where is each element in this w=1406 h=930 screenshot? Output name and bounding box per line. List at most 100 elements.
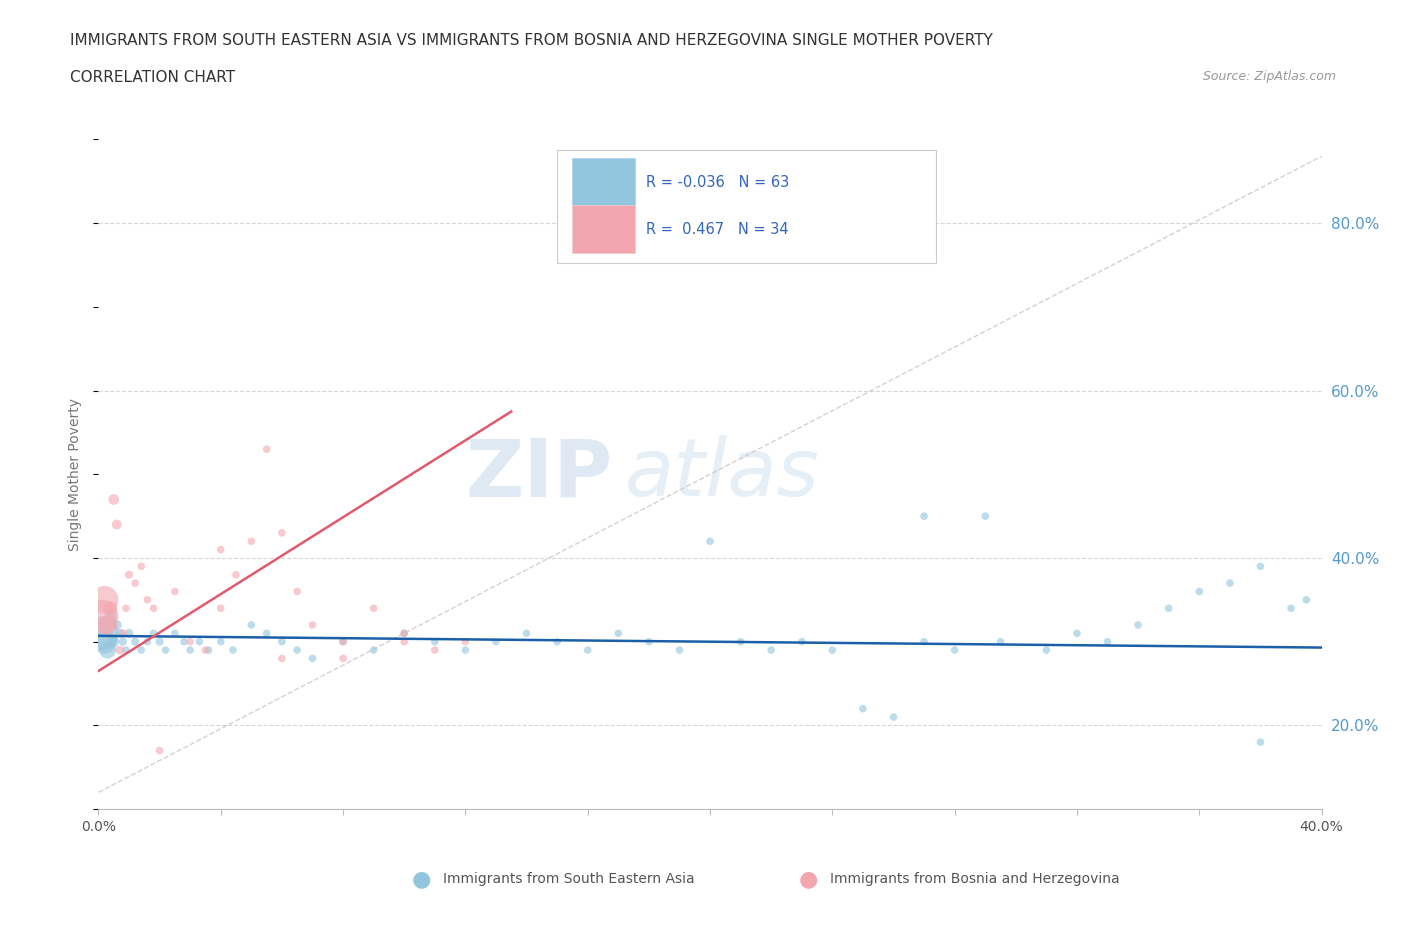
Text: ZIP: ZIP <box>465 435 612 513</box>
FancyBboxPatch shape <box>572 158 636 206</box>
Point <box>883 710 905 724</box>
Point <box>194 643 217 658</box>
Point <box>1128 618 1150 632</box>
Text: R = -0.036   N = 63: R = -0.036 N = 63 <box>647 175 790 190</box>
Text: ●: ● <box>412 869 432 889</box>
Point <box>576 643 599 658</box>
Point <box>240 618 263 632</box>
Point <box>301 651 323 666</box>
Point <box>100 609 122 624</box>
Point <box>1295 592 1317 607</box>
Point <box>111 626 134 641</box>
Point <box>149 634 172 649</box>
Point <box>1279 601 1302 616</box>
Point <box>852 701 875 716</box>
Point <box>943 643 966 658</box>
Point <box>759 643 782 658</box>
Point <box>163 626 186 641</box>
Point <box>105 517 128 532</box>
Point <box>155 643 177 658</box>
Point <box>118 626 141 641</box>
Point <box>392 634 416 649</box>
Point <box>93 592 115 607</box>
Point <box>392 626 416 641</box>
Point <box>607 626 630 641</box>
Point <box>974 509 997 524</box>
Point <box>912 634 935 649</box>
Point <box>423 634 446 649</box>
Point <box>668 643 690 658</box>
Point <box>392 626 416 641</box>
Point <box>1066 626 1088 641</box>
Point <box>301 618 323 632</box>
Point <box>118 567 141 582</box>
Point <box>363 601 385 616</box>
Point <box>699 534 721 549</box>
Text: CORRELATION CHART: CORRELATION CHART <box>70 70 235 85</box>
Point <box>1249 735 1271 750</box>
Point <box>124 576 146 591</box>
Point <box>105 618 128 632</box>
Point <box>90 626 112 641</box>
Point <box>108 643 131 658</box>
Point <box>115 601 138 616</box>
Point <box>225 567 247 582</box>
Point <box>136 634 159 649</box>
Point <box>129 643 152 658</box>
Point <box>179 643 201 658</box>
Point <box>90 609 112 624</box>
Point <box>142 626 165 641</box>
Point <box>1035 643 1057 658</box>
FancyBboxPatch shape <box>557 150 936 263</box>
Point <box>136 592 159 607</box>
Y-axis label: Single Mother Poverty: Single Mother Poverty <box>69 398 83 551</box>
Point <box>240 534 263 549</box>
Point <box>285 643 308 658</box>
Point <box>163 584 186 599</box>
Point <box>1188 584 1211 599</box>
Text: Immigrants from South Eastern Asia: Immigrants from South Eastern Asia <box>443 871 695 886</box>
Point <box>332 651 354 666</box>
Point <box>730 634 752 649</box>
Point <box>256 442 278 457</box>
Point <box>209 634 232 649</box>
Point <box>124 634 146 649</box>
Point <box>111 634 134 649</box>
Point <box>637 634 661 649</box>
Point <box>209 542 232 557</box>
Point <box>912 509 935 524</box>
Point <box>821 643 844 658</box>
Point <box>423 643 446 658</box>
Point <box>103 634 125 649</box>
Point <box>546 634 568 649</box>
Point <box>990 634 1012 649</box>
Point <box>332 634 354 649</box>
Point <box>142 601 165 616</box>
Point <box>1249 559 1271 574</box>
Point <box>188 634 211 649</box>
Point <box>454 643 477 658</box>
Point <box>222 643 245 658</box>
Point <box>516 626 538 641</box>
Point <box>332 634 354 649</box>
Text: Immigrants from Bosnia and Herzegovina: Immigrants from Bosnia and Herzegovina <box>830 871 1119 886</box>
Point <box>454 634 477 649</box>
Point <box>1157 601 1180 616</box>
Point <box>97 618 120 632</box>
Text: atlas: atlas <box>624 435 820 513</box>
Text: R =  0.467   N = 34: R = 0.467 N = 34 <box>647 221 789 237</box>
Point <box>285 584 308 599</box>
Point <box>129 559 152 574</box>
Point <box>115 643 138 658</box>
Point <box>93 634 115 649</box>
Point <box>485 634 508 649</box>
Point <box>256 626 278 641</box>
Point <box>270 651 292 666</box>
Point <box>209 601 232 616</box>
Point <box>363 643 385 658</box>
Point <box>149 743 172 758</box>
Point <box>270 634 292 649</box>
Point <box>173 634 195 649</box>
Point <box>270 525 292 540</box>
Point <box>1219 576 1241 591</box>
